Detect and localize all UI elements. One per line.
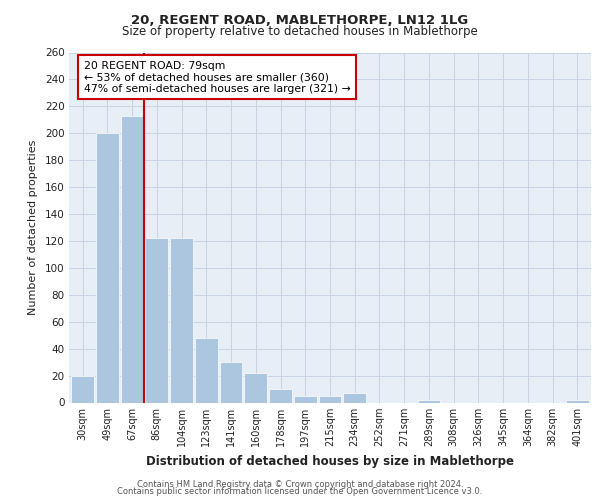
X-axis label: Distribution of detached houses by size in Mablethorpe: Distribution of detached houses by size … xyxy=(146,454,514,468)
Text: Size of property relative to detached houses in Mablethorpe: Size of property relative to detached ho… xyxy=(122,25,478,38)
Bar xyxy=(170,238,193,402)
Bar xyxy=(319,396,341,402)
Bar xyxy=(145,238,168,402)
Bar xyxy=(244,373,267,402)
Bar xyxy=(220,362,242,403)
Bar xyxy=(195,338,218,402)
Y-axis label: Number of detached properties: Number of detached properties xyxy=(28,140,38,315)
Bar xyxy=(294,396,317,402)
Text: 20, REGENT ROAD, MABLETHORPE, LN12 1LG: 20, REGENT ROAD, MABLETHORPE, LN12 1LG xyxy=(131,14,469,27)
Bar xyxy=(566,400,589,402)
Bar xyxy=(418,400,440,402)
Bar xyxy=(71,376,94,402)
Bar xyxy=(96,134,119,402)
Bar xyxy=(343,393,366,402)
Text: Contains HM Land Registry data © Crown copyright and database right 2024.: Contains HM Land Registry data © Crown c… xyxy=(137,480,463,489)
Bar xyxy=(269,389,292,402)
Text: Contains public sector information licensed under the Open Government Licence v3: Contains public sector information licen… xyxy=(118,487,482,496)
Text: 20 REGENT ROAD: 79sqm
← 53% of detached houses are smaller (360)
47% of semi-det: 20 REGENT ROAD: 79sqm ← 53% of detached … xyxy=(84,60,350,94)
Bar xyxy=(121,116,143,403)
